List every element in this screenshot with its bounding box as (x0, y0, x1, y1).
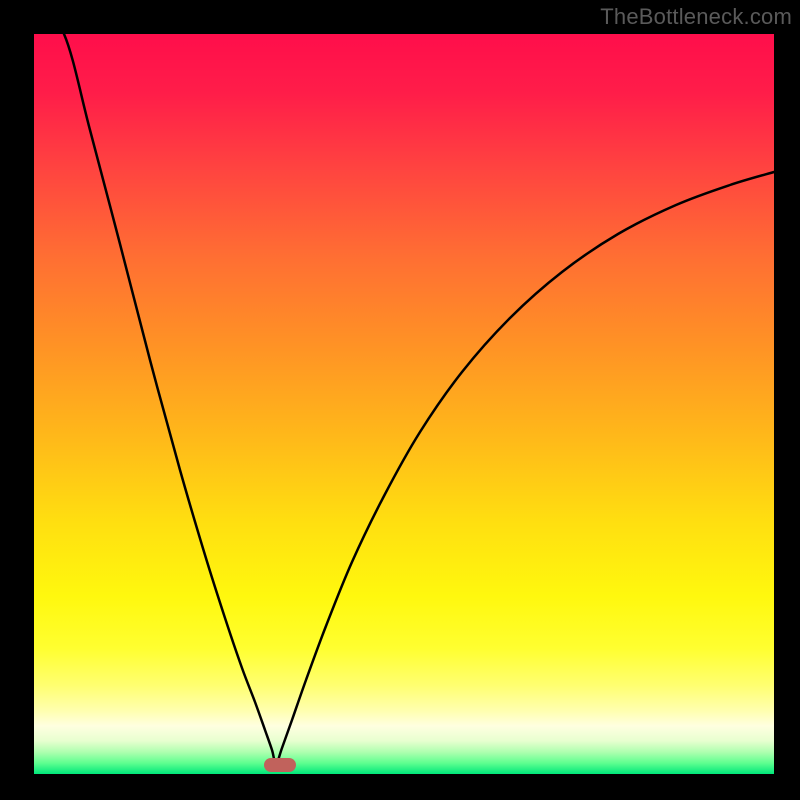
minimum-marker (264, 758, 296, 772)
chart-canvas (0, 0, 800, 800)
watermark-text: TheBottleneck.com (600, 4, 792, 30)
plot-area (34, 34, 774, 774)
